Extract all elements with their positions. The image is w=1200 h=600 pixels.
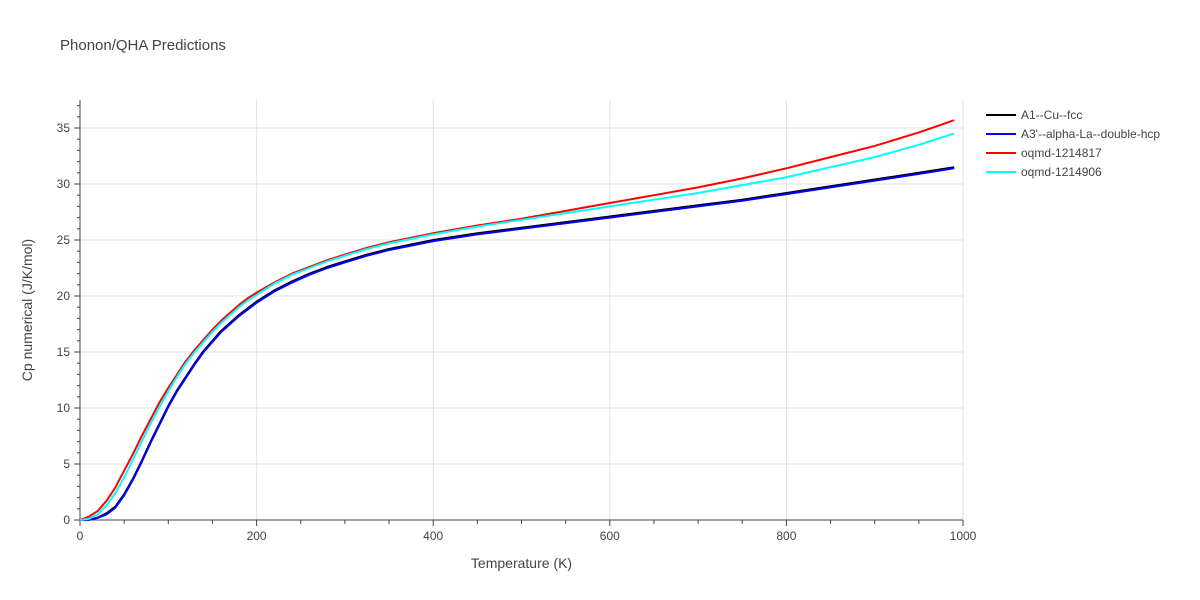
y-tick-label: 35 [57,121,71,135]
legend-label: oqmd-1214906 [1021,165,1102,179]
y-tick-label: 10 [57,401,71,415]
legend-item[interactable]: A1--Cu--fcc [986,108,1082,122]
chart-title: Phonon/QHA Predictions [60,37,226,54]
y-axis-title: Cp numerical (J/K/mol) [19,239,35,381]
x-tick-label: 0 [77,529,84,543]
y-tick-label: 0 [63,513,70,527]
x-tick-label: 1000 [950,529,977,543]
y-tick-label: 5 [63,457,70,471]
legend-label: A3'--alpha-La--double-hcp [1021,127,1160,141]
x-tick-label: 600 [600,529,620,543]
series-line-3 [79,119,955,521]
x-axis-title: Temperature (K) [471,555,572,571]
x-tick-label: 200 [247,529,267,543]
x-tick-label: 400 [423,529,443,543]
y-tick-label: 30 [57,177,71,191]
legend-item[interactable]: oqmd-1214906 [986,165,1102,179]
series-lines [79,119,955,521]
y-tick-label: 15 [57,345,71,359]
legend-label: A1--Cu--fcc [1021,108,1082,122]
legend[interactable]: A1--Cu--fcc A3'--alpha-La--double-hcp oqmd… [986,108,1160,179]
legend-item[interactable]: A3'--alpha-La--double-hcp [986,127,1160,141]
y-tick-label: 20 [57,289,71,303]
x-tick-label: 800 [776,529,796,543]
legend-item[interactable]: oqmd-1214817 [986,146,1102,160]
y-tick-label: 25 [57,233,71,247]
series-line-2 [79,167,955,521]
legend-label: oqmd-1214817 [1021,146,1102,160]
series-line-4 [79,132,955,521]
axes: 0 200 400 600 800 1000 0 5 10 15 20 25 30 35 [57,100,977,543]
grid [80,100,964,520]
